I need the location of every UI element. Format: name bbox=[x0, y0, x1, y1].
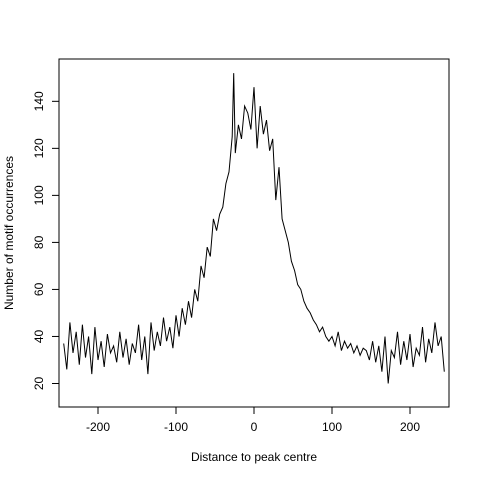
y-tick-label: 120 bbox=[32, 138, 46, 158]
y-tick-label: 60 bbox=[32, 282, 46, 296]
y-tick-label: 100 bbox=[32, 185, 46, 205]
y-tick-label: 80 bbox=[32, 235, 46, 249]
y-axis-title: Number of motif occurrences bbox=[2, 156, 16, 310]
x-tick-label: 0 bbox=[251, 420, 258, 434]
x-tick-label: 100 bbox=[322, 420, 342, 434]
series-line bbox=[63, 73, 445, 384]
y-axis: 20 40 60 80 100 120 140 bbox=[32, 91, 60, 390]
y-tick-label: 140 bbox=[32, 91, 46, 111]
x-axis-title: Distance to peak centre bbox=[191, 450, 317, 464]
x-tick-label: 200 bbox=[400, 420, 420, 434]
x-tick-label: -200 bbox=[86, 420, 110, 434]
y-tick-label: 20 bbox=[32, 376, 46, 390]
y-tick-label: 40 bbox=[32, 329, 46, 343]
x-axis: -200 -100 0 100 200 bbox=[86, 406, 420, 434]
x-tick-label: -100 bbox=[164, 420, 188, 434]
